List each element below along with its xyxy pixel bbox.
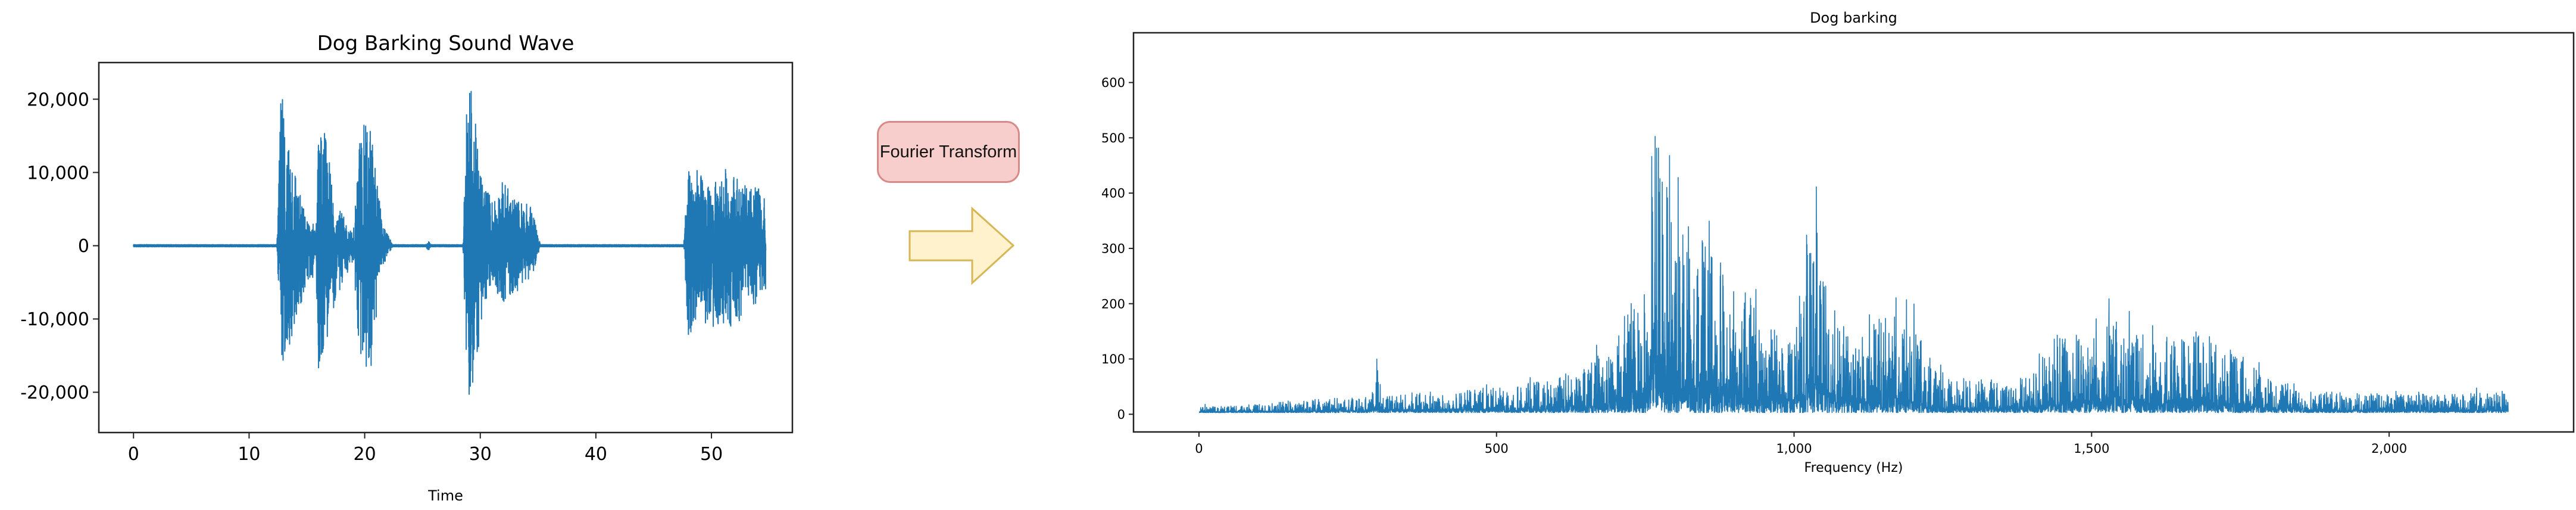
spectrum-xtick-label: 1,000 (1776, 441, 1812, 456)
spectrum-xtick-label: 0 (1195, 441, 1203, 456)
spectrum-axes-frame (1132, 32, 2575, 433)
waveform-xtick-label: 20 (353, 444, 376, 465)
waveform-xtick-label: 0 (128, 444, 139, 465)
waveform-ytick-label: 20,000 (27, 89, 89, 110)
spectrum-ytick-label: 100 (1101, 352, 1125, 366)
waveform-axes-frame (98, 61, 794, 434)
waveform-ytick-label: 0 (78, 236, 89, 257)
spectrum-ytick-label: 600 (1101, 76, 1125, 90)
waveform-xtick-label: 30 (469, 444, 492, 465)
spectrum-title: Dog barking (1810, 10, 1897, 26)
waveform-ytick-label: -10,000 (20, 309, 89, 330)
spectrum-ytick-label: 200 (1101, 297, 1125, 311)
spectrum-ytick-label: 0 (1117, 408, 1125, 422)
spectrum-ytick-label: 400 (1101, 186, 1125, 201)
spectrum-xlabel: Frequency (Hz) (1804, 461, 1903, 475)
fourier-transform-box: Fourier Transform (877, 121, 1020, 183)
spectrum-xtick-label: 2,000 (2371, 441, 2407, 456)
spectrum-ytick-label: 300 (1101, 241, 1125, 256)
right-arrow-icon (908, 206, 1015, 285)
waveform-xtick-label: 40 (585, 444, 607, 465)
fourier-transform-label: Fourier Transform (879, 142, 1017, 161)
waveform-chart: Dog Barking Sound Wave 0 10 20 30 40 50 20,000 1… (20, 32, 794, 504)
waveform-xlabel: Time (427, 487, 463, 504)
spectrum-ytick-label: 500 (1101, 131, 1125, 145)
waveform-xtick-label: 10 (238, 444, 260, 465)
spectrum-chart: Dog barking 0 500 1,000 1,500 2,000 0 100 200 300… (1101, 10, 2575, 475)
waveform-ytick-label: 10,000 (27, 163, 89, 184)
spectrum-series-line (1198, 136, 2509, 413)
spectrum-xtick-label: 500 (1485, 441, 1509, 456)
waveform-xtick-label: 50 (700, 444, 723, 465)
waveform-title: Dog Barking Sound Wave (317, 32, 574, 55)
waveform-ytick-label: -20,000 (20, 382, 89, 403)
spectrum-xtick-label: 1,500 (2074, 441, 2109, 456)
waveform-series-line (133, 91, 767, 395)
